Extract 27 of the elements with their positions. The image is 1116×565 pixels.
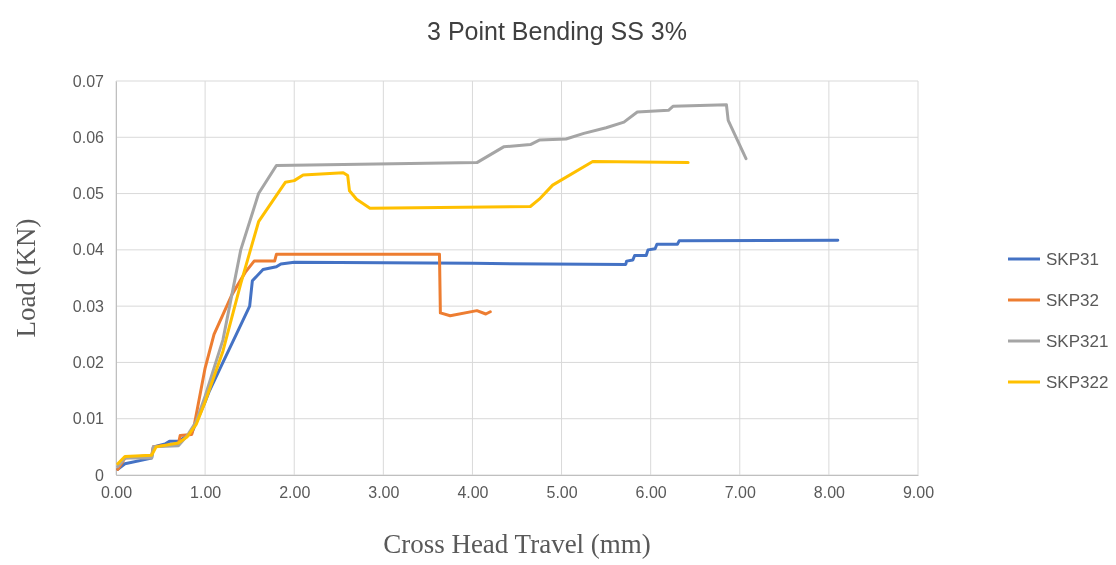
x-tick-label: 0.00 [100, 484, 133, 502]
x-tick-label: 9.00 [902, 484, 935, 502]
chart-title: 3 Point Bending SS 3% [427, 17, 687, 45]
y-tick-label: 0.01 [72, 410, 105, 428]
x-tick-label: 2.00 [279, 484, 311, 502]
x-tick-label: 1.00 [190, 484, 222, 502]
y-tick-label: 0 [95, 466, 105, 484]
y-tick-label: 0.04 [72, 241, 105, 259]
x-tick-label: 7.00 [724, 484, 756, 502]
legend-label: SKP31 [1046, 250, 1099, 269]
x-tick-label: 6.00 [635, 484, 667, 502]
line-series [116, 159, 690, 466]
x-tick-label: 3.00 [368, 484, 400, 502]
x-axis-title: Cross Head Travel (mm) [383, 529, 651, 559]
legend-label: SKP322 [1046, 373, 1109, 392]
y-tick-label: 0.03 [72, 297, 105, 315]
legend-label: SKP321 [1046, 332, 1109, 351]
x-tick-label: 4.00 [457, 484, 489, 502]
y-axis-title: Load (KN) [11, 218, 41, 338]
x-tick-label: 5.00 [546, 484, 578, 502]
legend-label: SKP32 [1046, 291, 1099, 310]
y-tick-label: 0.05 [72, 185, 105, 203]
y-tick-label: 0.06 [72, 128, 105, 146]
x-tick-label: 8.00 [813, 484, 846, 502]
line-series [116, 103, 748, 469]
y-tick-label: 0.07 [72, 72, 105, 90]
y-tick-label: 0.02 [72, 354, 105, 372]
